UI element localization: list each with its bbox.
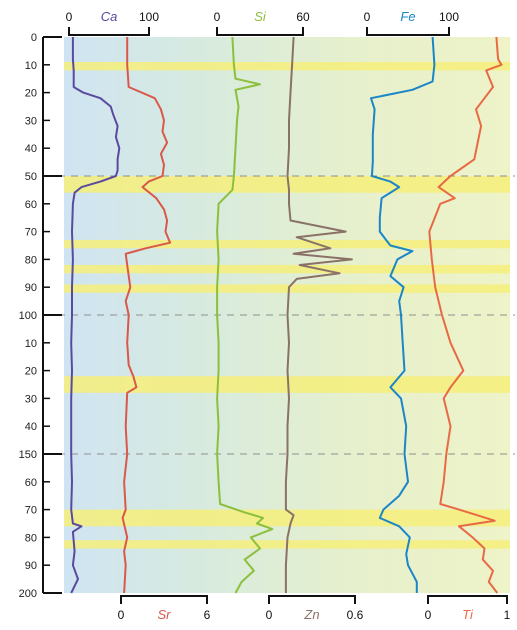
depth-tick-label: 0 — [31, 32, 37, 44]
element-label-sr: Sr — [158, 607, 172, 622]
series-line-ti — [428, 36, 503, 594]
depth-tick-label: 20 — [25, 88, 37, 100]
scale-bar-sr — [120, 595, 208, 604]
series-line-zn — [284, 36, 353, 593]
scale-min-si: 0 — [214, 10, 221, 24]
series-line-fe — [370, 36, 436, 593]
depth-tick-label: 60 — [25, 199, 37, 211]
scale-min-ca: 0 — [66, 10, 73, 24]
depth-tick-label: 40 — [25, 143, 37, 155]
scale-max-ti: 1 — [504, 608, 511, 622]
element-label-ca: Ca — [101, 9, 118, 24]
element-label-fe: Fe — [400, 9, 415, 24]
scale-bar-fe — [366, 27, 450, 36]
highlight-band — [64, 264, 510, 274]
highlight-band — [64, 284, 510, 293]
depth-tick-label: 40 — [25, 421, 37, 433]
depth-tick-label: 30 — [25, 393, 37, 405]
scale-bar-zn — [268, 595, 356, 604]
depth-tick-label: 100 — [19, 310, 37, 322]
scale-max-ca: 100 — [139, 10, 159, 24]
depth-tick-label: 30 — [25, 115, 37, 127]
depth-tick-label: 90 — [25, 282, 37, 294]
highlight-band — [64, 376, 510, 393]
depth-tick-label: 50 — [25, 171, 37, 183]
depth-tick-label: 150 — [19, 449, 37, 461]
scale-max-zn: 0.6 — [347, 608, 364, 622]
depth-tick-label: 60 — [25, 477, 37, 489]
depth-axis: 0 10 20 30 40 50 60 70 80 90 100 10 20 30 40 150 60 70 80 9… — [19, 32, 62, 600]
series-line-ca — [70, 37, 121, 594]
series-line-si — [216, 36, 274, 594]
depth-tick-label: 10 — [25, 338, 37, 350]
depth-tick-label: 10 — [25, 60, 37, 72]
dashed-depth-lines — [58, 175, 515, 455]
highlight-band — [64, 239, 510, 249]
depth-tick-label: 70 — [25, 227, 37, 239]
depth-tick-label: 200 — [19, 588, 37, 600]
element-curves — [70, 36, 503, 594]
element-label-zn: Zn — [303, 607, 319, 622]
scale-min-ti: 0 — [425, 608, 432, 622]
highlight-band — [64, 509, 510, 527]
element-label-si: Si — [254, 9, 267, 24]
scale-min-zn: 0 — [266, 608, 273, 622]
depth-tick-label: 80 — [25, 254, 37, 266]
scale-min-sr: 0 — [118, 608, 125, 622]
scale-bar-ca — [68, 27, 150, 36]
scale-max-sr: 6 — [204, 608, 211, 622]
depth-tick-label: 70 — [25, 505, 37, 517]
scale-max-fe: 100 — [439, 10, 459, 24]
depth-tick-label: 80 — [25, 532, 37, 544]
element-scale-bars: 0 100 Ca 0 6 Sr 0 60 Si 0 0.6 Zn 0 100 Fe 0 1 Ti — [66, 9, 511, 622]
highlight-band — [64, 62, 510, 71]
depth-tick-label: 20 — [25, 366, 37, 378]
scale-bar-ti — [427, 595, 508, 604]
depth-tick-label: 90 — [25, 560, 37, 572]
scale-bar-si — [216, 27, 304, 36]
scale-max-si: 60 — [296, 10, 310, 24]
series-line-sr — [121, 37, 172, 594]
element-label-ti: Ti — [462, 607, 474, 622]
scale-min-fe: 0 — [364, 10, 371, 24]
